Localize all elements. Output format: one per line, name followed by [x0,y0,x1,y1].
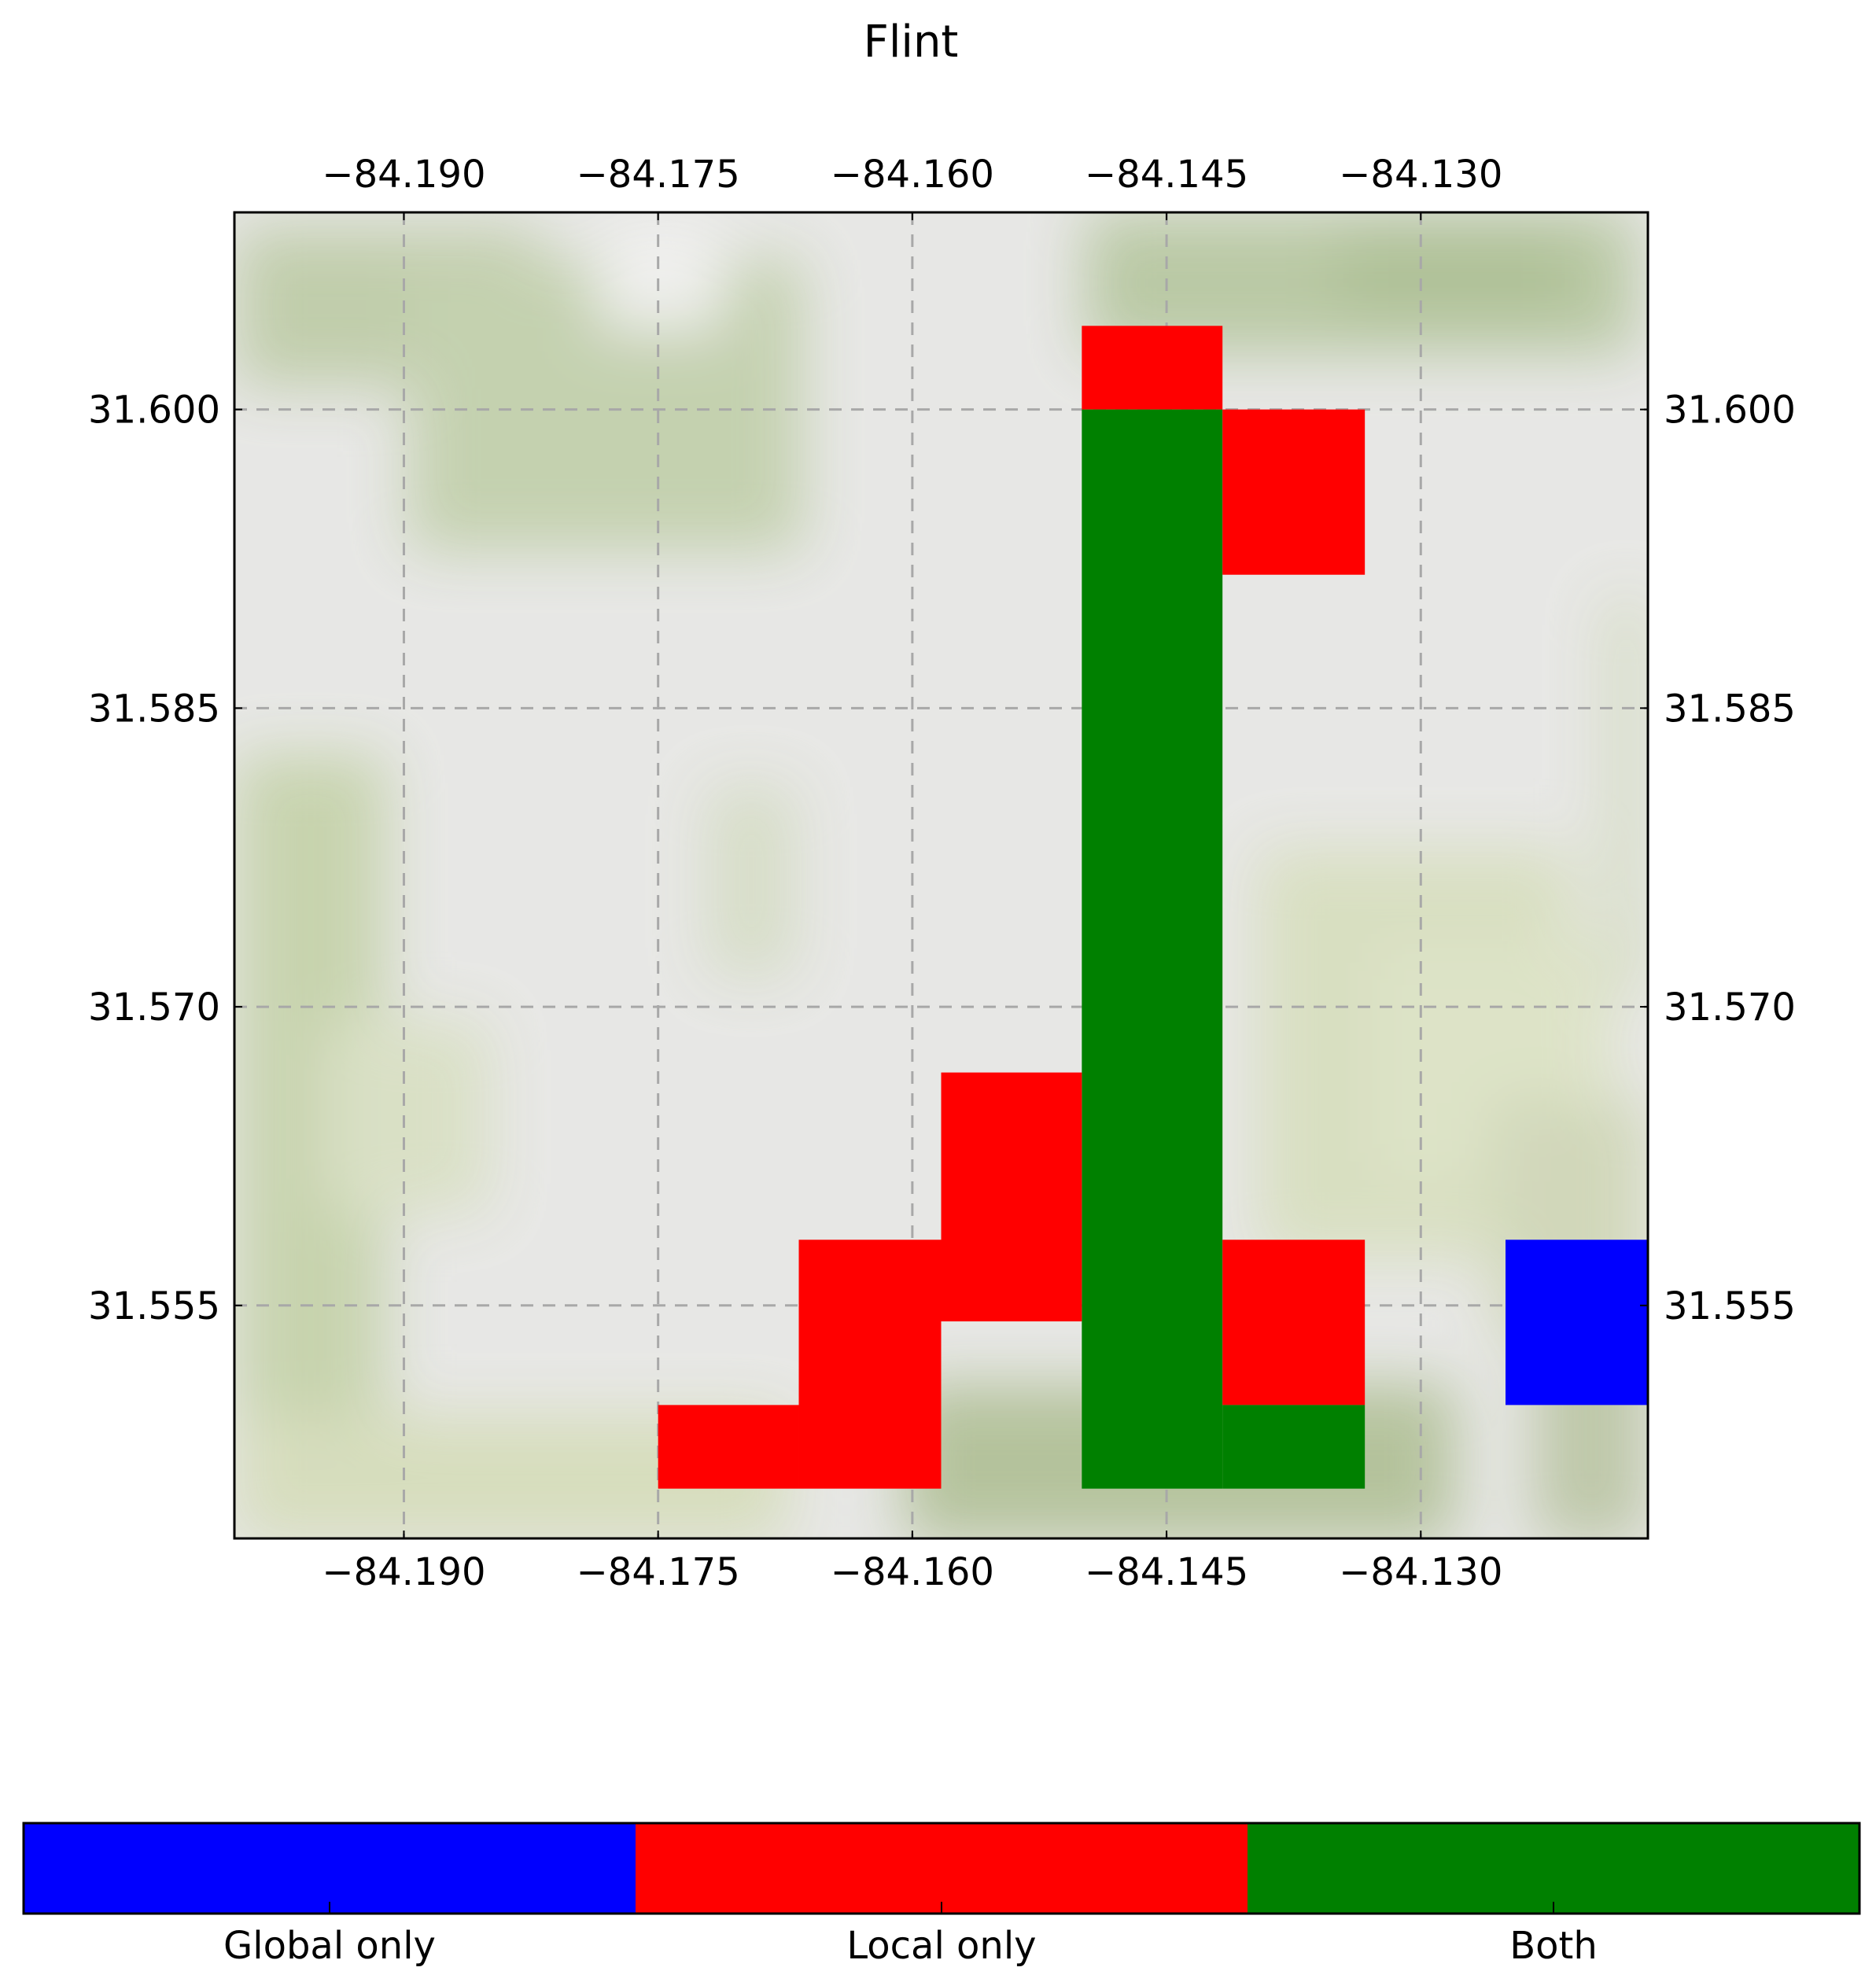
chart-title: Flint [864,17,959,68]
x-tick-label-bottom-0: −84.190 [322,1550,485,1594]
x-tick-label-bottom-4: −84.130 [1339,1550,1502,1594]
cell-both-7 [1222,1405,1366,1489]
cell-local-only-4 [798,1240,942,1489]
x-tick-label-top-2: −84.160 [831,153,994,197]
category-legend: Global only Local only Both [22,1822,1861,1968]
cell-global-only-8 [1506,1240,1648,1405]
y-tick-label-right-2: 31.570 [1664,985,1796,1030]
y-tick-label-right-1: 31.585 [1664,687,1796,731]
cell-local-only-3 [941,1072,1082,1322]
cell-both-1 [1082,409,1223,1489]
x-tick-label-top-4: −84.130 [1339,153,1502,197]
y-tick-label-left-3: 31.555 [88,1284,220,1328]
cell-local-only-6 [1222,1240,1366,1405]
legend-swatch-global-only [24,1823,636,1914]
grid-lines [234,212,1648,1538]
x-tick-label-bottom-2: −84.160 [831,1550,994,1594]
x-tick-label-top-0: −84.190 [322,153,485,197]
axis-ticks: −84.190 −84.190 −84.175 −84.175 −84.160 −84.1… [88,153,1796,1594]
y-tick-label-left-2: 31.570 [88,985,220,1030]
cell-local-only-2 [1222,409,1366,575]
y-tick-label-left-0: 31.600 [88,389,220,433]
legend-label-local-only: Local only [846,1924,1036,1968]
cell-local-only-0 [1082,326,1223,410]
terrain-basemap [234,212,1648,1538]
legend-swatch-both [1248,1823,1859,1914]
legend-swatch-local-only [636,1823,1248,1914]
legend-label-global-only: Global only [223,1924,436,1968]
x-tick-label-top-1: −84.175 [577,153,740,197]
plot-frame [233,211,1649,1540]
y-tick-label-right-0: 31.600 [1664,389,1796,433]
cell-local-only-5 [658,1405,799,1489]
x-tick-label-top-3: −84.145 [1085,153,1248,197]
x-tick-label-bottom-3: −84.145 [1085,1550,1248,1594]
legend-label-both: Both [1509,1924,1598,1968]
y-tick-label-right-3: 31.555 [1664,1284,1796,1328]
data-cells [658,326,1648,1489]
x-tick-label-bottom-1: −84.175 [577,1550,740,1594]
y-tick-label-left-1: 31.585 [88,687,220,731]
